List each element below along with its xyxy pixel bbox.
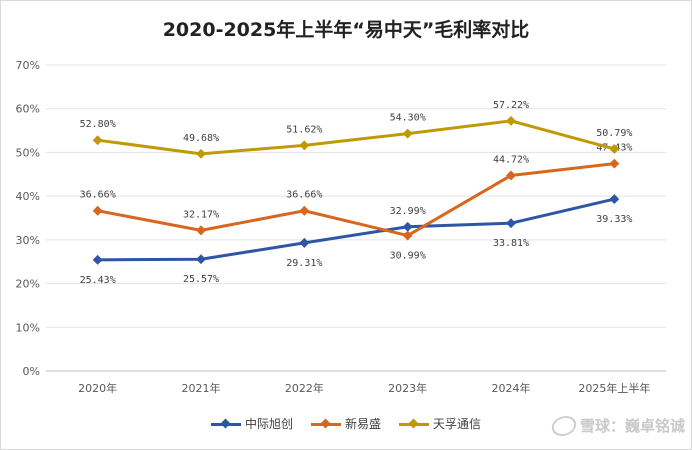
watermark-text: 雪球：巍卓铭诚 bbox=[579, 417, 685, 435]
line-chart: 0% 10% 20% 30% 40% 50% 60% 70% 2020年 2021年 2022年 20… bbox=[16, 59, 666, 395]
data-point bbox=[92, 254, 103, 265]
legend-swatch-icon bbox=[310, 418, 341, 430]
y-tick-label: 30% bbox=[16, 234, 40, 247]
y-tick-label: 70% bbox=[16, 59, 40, 72]
data-label: 50.79% bbox=[596, 128, 632, 139]
data-point bbox=[196, 254, 206, 265]
legend-swatch-icon bbox=[210, 418, 241, 430]
data-point bbox=[506, 170, 516, 181]
data-label: 51.62% bbox=[286, 124, 322, 135]
data-point bbox=[609, 194, 620, 205]
legend-swatch-icon bbox=[399, 418, 429, 430]
data-label: 25.57% bbox=[183, 274, 219, 285]
series-line bbox=[97, 197, 615, 262]
data-point bbox=[609, 144, 620, 154]
chart-title: 2020-2025年上半年“易中天”毛利率对比 bbox=[162, 19, 530, 41]
series-line bbox=[97, 162, 615, 238]
data-point bbox=[299, 140, 310, 151]
data-point bbox=[402, 221, 413, 232]
data-label: 25.43% bbox=[80, 275, 116, 286]
data-label: 39.33% bbox=[596, 214, 632, 225]
data-point bbox=[402, 128, 413, 139]
legend: 中际旭创 新易盛 天孚通信 bbox=[1, 415, 691, 432]
y-tick-label: 0% bbox=[23, 365, 40, 378]
data-label: 57.22% bbox=[493, 100, 529, 111]
y-tick-label: 60% bbox=[16, 103, 40, 116]
x-tick-label: 2025年上半年 bbox=[578, 381, 650, 395]
data-point bbox=[92, 205, 103, 216]
data-label: 49.68% bbox=[183, 133, 219, 144]
data-label: 30.99% bbox=[390, 251, 426, 262]
data-label: 52.80% bbox=[80, 119, 116, 130]
x-tick-label: 2020年 bbox=[78, 381, 117, 395]
data-point bbox=[299, 237, 310, 248]
x-tick-label: 2024年 bbox=[492, 381, 531, 395]
watermark: 雪球：巍卓铭诚 bbox=[549, 415, 685, 436]
data-label: 44.72% bbox=[493, 155, 529, 166]
data-point bbox=[609, 158, 620, 169]
data-point bbox=[196, 148, 206, 159]
legend-item: 天孚通信 bbox=[399, 415, 481, 432]
data-label: 32.17% bbox=[183, 209, 219, 220]
data-label: 36.66% bbox=[80, 190, 116, 201]
data-point bbox=[506, 218, 516, 229]
data-label: 54.30% bbox=[390, 113, 426, 124]
y-tick-label: 50% bbox=[16, 146, 40, 159]
data-point bbox=[92, 135, 103, 146]
x-tick-label: 2023年 bbox=[388, 381, 427, 395]
legend-item: 中际旭创 bbox=[210, 415, 293, 432]
x-tick-label: 2021年 bbox=[182, 381, 221, 395]
data-label: 29.31% bbox=[286, 258, 322, 269]
legend-label: 新易盛 bbox=[344, 417, 381, 431]
data-label: 36.66% bbox=[286, 190, 322, 201]
legend-label: 天孚通信 bbox=[433, 417, 482, 431]
y-tick-label: 40% bbox=[16, 190, 40, 203]
data-point bbox=[196, 225, 206, 236]
data-label: 33.81% bbox=[493, 238, 529, 249]
data-point bbox=[402, 230, 413, 241]
y-tick-label: 10% bbox=[16, 321, 40, 334]
y-tick-label: 20% bbox=[16, 278, 40, 291]
series-line bbox=[97, 119, 615, 156]
data-point bbox=[299, 205, 310, 216]
x-tick-label: 2022年 bbox=[285, 381, 324, 395]
legend-item: 新易盛 bbox=[310, 415, 381, 432]
xueqiu-logo-icon bbox=[549, 415, 579, 436]
legend-label: 中际旭创 bbox=[244, 417, 293, 431]
data-point bbox=[506, 115, 516, 126]
data-label: 32.99% bbox=[390, 206, 426, 217]
